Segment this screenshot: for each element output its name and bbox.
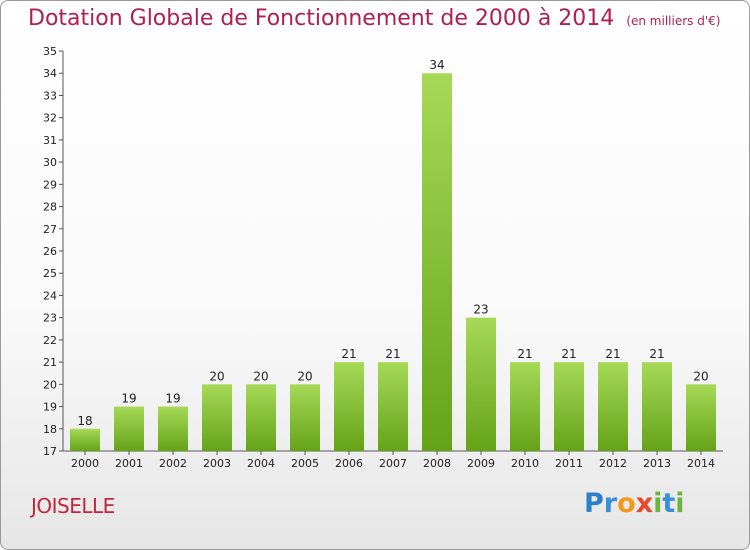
bar-value-label: 20	[693, 369, 708, 383]
bar-value-label: 18	[77, 414, 92, 428]
bar-value-label: 20	[209, 369, 224, 383]
y-tick-label: 25	[43, 267, 57, 280]
y-tick-label: 29	[43, 178, 57, 191]
logo-letter: r	[603, 488, 618, 519]
bar-2004	[246, 384, 276, 451]
logo-letter: t	[662, 488, 676, 519]
y-tick-label: 33	[43, 89, 57, 102]
x-tick-label: 2002	[159, 457, 187, 470]
bar-value-label: 21	[605, 347, 620, 361]
y-tick-label: 35	[43, 45, 57, 58]
x-tick-label: 2010	[511, 457, 539, 470]
y-tick-label: 23	[43, 312, 57, 325]
bar-value-label: 21	[649, 347, 664, 361]
y-tick-label: 21	[43, 356, 57, 369]
bar-value-label: 21	[517, 347, 532, 361]
x-tick-label: 2011	[555, 457, 583, 470]
x-tick-label: 2014	[687, 457, 715, 470]
bar-value-label: 21	[341, 347, 356, 361]
value-labels: 18 19 19 20 20 20 21 21 34 23 21 21 21 21 20	[77, 58, 708, 428]
y-tick-label: 22	[43, 334, 57, 347]
y-tick-label: 30	[43, 156, 57, 169]
x-tick-label: 2003	[203, 457, 231, 470]
y-tick-label: 18	[43, 423, 57, 436]
bar-2013	[642, 362, 672, 451]
bar-value-label: 21	[561, 347, 576, 361]
bar-value-label: 20	[297, 369, 312, 383]
bar-value-label: 20	[253, 369, 268, 383]
bar-2012	[598, 362, 628, 451]
bar-2009	[466, 317, 496, 451]
y-tick-label: 27	[43, 223, 57, 236]
chart-unit-note: (en milliers d'€)	[626, 14, 721, 28]
bar-value-label: 19	[121, 392, 136, 406]
y-tick-label: 32	[43, 112, 57, 125]
x-tick-label: 2001	[115, 457, 143, 470]
bar-2000	[70, 428, 100, 451]
x-tick-label: 2012	[599, 457, 627, 470]
y-tick-label: 34	[43, 67, 57, 80]
bar-value-label: 23	[473, 303, 488, 317]
bar-value-label: 34	[429, 58, 444, 72]
bar-2010	[510, 362, 540, 451]
x-tick-label: 2008	[423, 457, 451, 470]
chart-title: Dotation Globale de Fonctionnement de 20…	[28, 6, 720, 31]
bar-2002	[158, 406, 188, 451]
logo-letter: P	[584, 488, 604, 519]
logo-letter: i	[653, 488, 663, 519]
y-tick-label: 26	[43, 245, 57, 258]
bar-value-label: 21	[385, 347, 400, 361]
proxiti-logo[interactable]: Proxiti	[584, 488, 685, 519]
x-tick-label: 2005	[291, 457, 319, 470]
bar-2007	[378, 362, 408, 451]
commune-name: JOISELLE	[31, 494, 115, 518]
x-tick-label: 2009	[467, 457, 495, 470]
bar-series	[70, 73, 716, 451]
x-tick-label: 2006	[335, 457, 363, 470]
x-tick-label: 2000	[71, 457, 99, 470]
x-axis: 2000 2001 2002 2003 2004 2005 2006 2007 2008 2009…	[63, 450, 723, 470]
y-tick-label: 24	[43, 289, 57, 302]
bar-2005	[290, 384, 320, 451]
y-tick-label: 28	[43, 201, 57, 214]
logo-letter: o	[617, 488, 636, 519]
y-tick-label: 31	[43, 134, 57, 147]
x-tick-label: 2013	[643, 457, 671, 470]
bar-2001	[114, 406, 144, 451]
bar-2003	[202, 384, 232, 451]
y-tick-label: 17	[43, 445, 57, 458]
y-tick-label: 19	[43, 401, 57, 414]
x-tick-label: 2007	[379, 457, 407, 470]
bar-2011	[554, 362, 584, 451]
x-tick-label: 2004	[247, 457, 275, 470]
bar-value-label: 19	[165, 392, 180, 406]
logo-letter: x	[635, 488, 654, 519]
logo-letter: i	[675, 488, 685, 519]
bar-2008	[422, 73, 452, 451]
y-tick-label: 20	[43, 378, 57, 391]
bar-2006	[334, 362, 364, 451]
bar-2014	[686, 384, 716, 451]
chart-title-text: Dotation Globale de Fonctionnement de 20…	[28, 6, 615, 31]
y-axis: 17 18 19 20 21 22 23 24 25 26 27 28 29 30 31 32 33 34 35	[43, 45, 64, 458]
